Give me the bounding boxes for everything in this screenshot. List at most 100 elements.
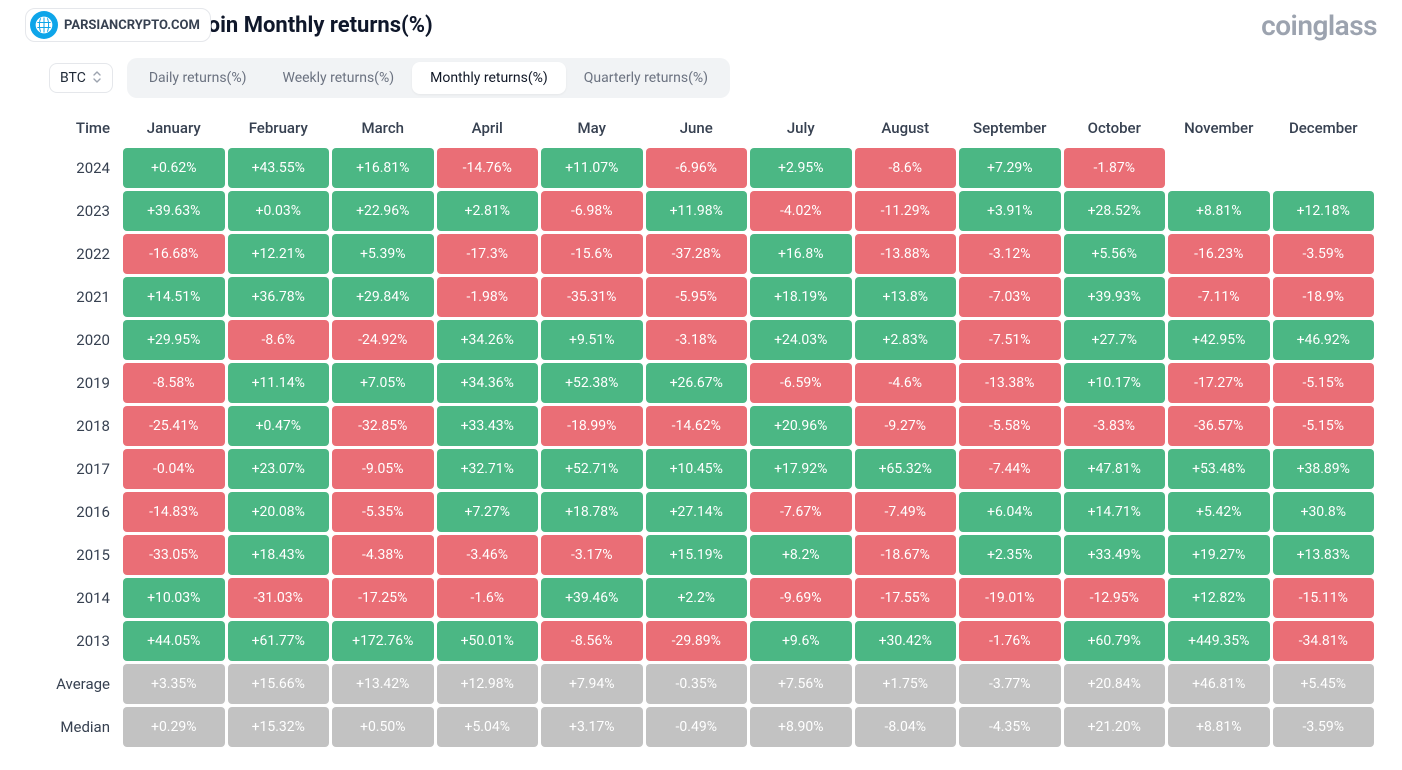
value-cell: +52.71%: [541, 449, 643, 489]
value-cell: -5.35%: [332, 492, 434, 532]
table-row: 2022-16.68%+12.21%+5.39%-17.3%-15.6%-37.…: [28, 234, 1374, 274]
tab-weekly-returns[interactable]: Weekly returns(%): [264, 62, 412, 94]
value-cell: -9.05%: [332, 449, 434, 489]
value-cell: -6.59%: [750, 363, 852, 403]
controls-row: BTC Daily returns(%)Weekly returns(%)Mon…: [49, 58, 1377, 98]
value-cell: +13.42%: [332, 664, 434, 704]
row-label: 2022: [28, 234, 120, 274]
time-header: Time: [28, 111, 120, 145]
value-cell: -5.15%: [1273, 406, 1375, 446]
value-cell: [1168, 148, 1270, 188]
value-cell: +15.66%: [228, 664, 330, 704]
value-cell: +20.96%: [750, 406, 852, 446]
brand-label: coinglass: [1261, 9, 1377, 42]
row-label: 2017: [28, 449, 120, 489]
value-cell: -12.95%: [1064, 578, 1166, 618]
month-header: November: [1168, 111, 1270, 145]
value-cell: +7.27%: [437, 492, 539, 532]
value-cell: +2.35%: [959, 535, 1061, 575]
month-header: March: [332, 111, 434, 145]
value-cell: +47.81%: [1064, 449, 1166, 489]
value-cell: -16.23%: [1168, 234, 1270, 274]
value-cell: +32.71%: [437, 449, 539, 489]
value-cell: -3.59%: [1273, 707, 1375, 747]
value-cell: -7.44%: [959, 449, 1061, 489]
value-cell: -7.51%: [959, 320, 1061, 360]
value-cell: +12.82%: [1168, 578, 1270, 618]
value-cell: +0.50%: [332, 707, 434, 747]
value-cell: +33.43%: [437, 406, 539, 446]
value-cell: +60.79%: [1064, 621, 1166, 661]
value-cell: -1.76%: [959, 621, 1061, 661]
value-cell: +2.81%: [437, 191, 539, 231]
row-label: Average: [28, 664, 120, 704]
value-cell: +43.55%: [228, 148, 330, 188]
value-cell: +6.04%: [959, 492, 1061, 532]
value-cell: +11.14%: [228, 363, 330, 403]
value-cell: [1273, 148, 1375, 188]
row-label: 2024: [28, 148, 120, 188]
value-cell: +14.71%: [1064, 492, 1166, 532]
value-cell: -3.12%: [959, 234, 1061, 274]
value-cell: -17.27%: [1168, 363, 1270, 403]
value-cell: +36.78%: [228, 277, 330, 317]
watermark-logo-icon: [30, 11, 58, 39]
value-cell: +33.49%: [1064, 535, 1166, 575]
value-cell: -11.29%: [855, 191, 957, 231]
value-cell: +30.42%: [855, 621, 957, 661]
title-wrap: PARSIANCRYPTO.COM Bitcoin Monthly return…: [25, 8, 433, 42]
value-cell: +23.07%: [228, 449, 330, 489]
value-cell: -32.85%: [332, 406, 434, 446]
value-cell: +8.2%: [750, 535, 852, 575]
value-cell: -4.02%: [750, 191, 852, 231]
month-header: January: [123, 111, 225, 145]
value-cell: -31.03%: [228, 578, 330, 618]
tab-quarterly-returns[interactable]: Quarterly returns(%): [566, 62, 726, 94]
value-cell: +449.35%: [1168, 621, 1270, 661]
value-cell: -34.81%: [1273, 621, 1375, 661]
month-header: June: [646, 111, 748, 145]
value-cell: -6.98%: [541, 191, 643, 231]
value-cell: +65.32%: [855, 449, 957, 489]
value-cell: -6.96%: [646, 148, 748, 188]
value-cell: +50.01%: [437, 621, 539, 661]
tab-daily-returns[interactable]: Daily returns(%): [131, 62, 265, 94]
value-cell: +5.45%: [1273, 664, 1375, 704]
row-label: 2021: [28, 277, 120, 317]
value-cell: -18.9%: [1273, 277, 1375, 317]
value-cell: -9.27%: [855, 406, 957, 446]
value-cell: -37.28%: [646, 234, 748, 274]
value-cell: +10.03%: [123, 578, 225, 618]
value-cell: -13.38%: [959, 363, 1061, 403]
asset-selector[interactable]: BTC: [49, 63, 113, 93]
value-cell: -5.58%: [959, 406, 1061, 446]
value-cell: -15.6%: [541, 234, 643, 274]
globe-icon: [34, 15, 54, 35]
value-cell: -7.67%: [750, 492, 852, 532]
value-cell: -0.04%: [123, 449, 225, 489]
value-cell: +10.45%: [646, 449, 748, 489]
row-label: 2023: [28, 191, 120, 231]
table-row: 2017-0.04%+23.07%-9.05%+32.71%+52.71%+10…: [28, 449, 1374, 489]
value-cell: +7.05%: [332, 363, 434, 403]
value-cell: +12.98%: [437, 664, 539, 704]
table-row: 2020+29.95%-8.6%-24.92%+34.26%+9.51%-3.1…: [28, 320, 1374, 360]
value-cell: -7.49%: [855, 492, 957, 532]
value-cell: -14.76%: [437, 148, 539, 188]
chevron-updown-icon: [92, 70, 102, 86]
watermark-badge: PARSIANCRYPTO.COM: [25, 8, 211, 42]
row-label: 2020: [28, 320, 120, 360]
value-cell: +52.38%: [541, 363, 643, 403]
tab-monthly-returns[interactable]: Monthly returns(%): [412, 62, 566, 94]
value-cell: +24.03%: [750, 320, 852, 360]
value-cell: -3.59%: [1273, 234, 1375, 274]
row-label: 2016: [28, 492, 120, 532]
month-header: May: [541, 111, 643, 145]
value-cell: +15.32%: [228, 707, 330, 747]
value-cell: +3.35%: [123, 664, 225, 704]
value-cell: -17.3%: [437, 234, 539, 274]
value-cell: -29.89%: [646, 621, 748, 661]
value-cell: +15.19%: [646, 535, 748, 575]
value-cell: -7.11%: [1168, 277, 1270, 317]
value-cell: -3.77%: [959, 664, 1061, 704]
